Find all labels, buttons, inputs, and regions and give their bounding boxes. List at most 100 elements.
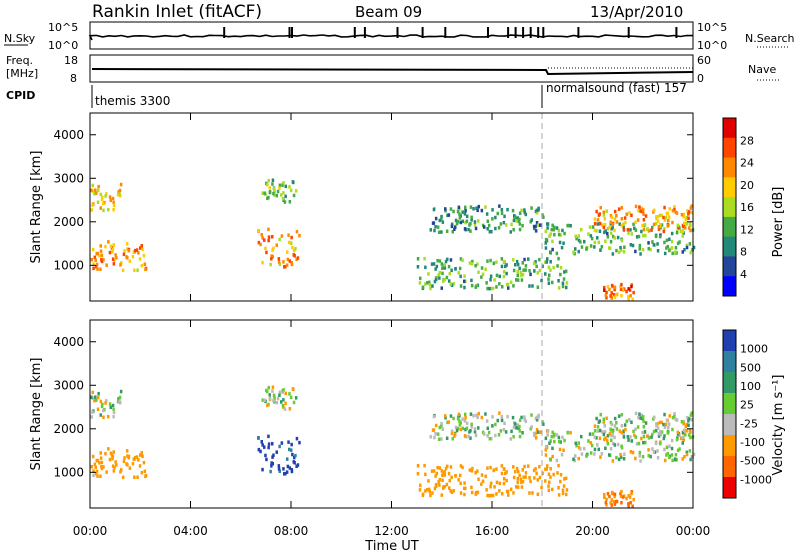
echo-cell [491, 286, 495, 291]
echo-cell [679, 436, 683, 441]
echo-cell [111, 257, 115, 261]
echo-cell [631, 243, 635, 248]
echo-cell [495, 273, 499, 278]
echo-cell [489, 485, 492, 489]
echo-cell [535, 221, 539, 225]
echo-cell [535, 415, 539, 420]
echo-cell [91, 390, 94, 395]
echo-cell [628, 418, 631, 422]
echo-cell [668, 207, 671, 211]
echo-cell [524, 419, 528, 424]
echo-cell [418, 488, 422, 492]
echo-cell [109, 198, 112, 203]
echo-cell [642, 233, 645, 238]
echo-cell [112, 414, 115, 419]
echo-cell [257, 229, 260, 233]
echo-cell [484, 412, 487, 416]
echo-cell [488, 286, 491, 291]
echo-cell [559, 440, 562, 444]
echo-cell [535, 208, 539, 213]
echo-cell [430, 262, 434, 266]
echo-cell [471, 259, 474, 264]
echo-cell [602, 213, 606, 217]
echo-cell [668, 455, 671, 460]
echo-cell [668, 414, 671, 418]
echo-cell [625, 212, 628, 216]
echo-cell [468, 468, 472, 472]
echo-cell [263, 191, 266, 195]
echo-cell [492, 468, 496, 473]
echo-cell [657, 434, 661, 438]
echo-cell [682, 212, 686, 217]
echo-cell [144, 267, 147, 272]
echo-cell [640, 206, 644, 211]
echo-cell [448, 279, 451, 283]
echo-cell [618, 429, 621, 433]
echo-cell [637, 441, 641, 446]
echo-cell [678, 447, 681, 451]
echo-cell [467, 434, 470, 439]
echo-cell [667, 219, 670, 223]
echo-cell [524, 212, 528, 217]
echo-cell [429, 228, 432, 232]
echo-cell [601, 223, 604, 227]
echo-cell [577, 445, 581, 450]
echo-cell [587, 439, 590, 443]
echo-cell [438, 477, 442, 482]
echo-cell [593, 228, 597, 232]
echo-cell [446, 464, 449, 469]
echo-cell [564, 476, 568, 480]
echo-cell [292, 460, 295, 464]
echo-cell [474, 285, 477, 289]
echo-cell [485, 488, 488, 492]
echo-cell [95, 191, 98, 195]
echo-cell [674, 250, 677, 254]
echo-cell [639, 252, 642, 256]
echo-cell [524, 471, 528, 475]
echo-cell [446, 213, 449, 218]
echo-cell [618, 222, 621, 226]
echo-cell [574, 454, 577, 458]
echo-cell [620, 413, 624, 417]
echo-cell [281, 183, 284, 187]
echo-cell [544, 241, 547, 245]
echo-cell [112, 450, 115, 454]
echo-cell [426, 281, 429, 285]
echo-cell [516, 262, 520, 267]
echo-cell [92, 262, 95, 266]
echo-cell [519, 477, 523, 482]
echo-cell [551, 430, 554, 435]
echo-cell [495, 467, 498, 471]
echo-cell [437, 230, 441, 234]
echo-cell [261, 398, 264, 402]
echo-cell [459, 421, 462, 425]
echo-cell [613, 228, 616, 233]
echo-cell [140, 470, 144, 475]
echo-cell [449, 258, 453, 262]
echo-cell [95, 398, 98, 402]
cpid-program-0: themis 3300 [95, 94, 170, 108]
echo-cell [477, 426, 480, 430]
echo-cell [458, 423, 462, 427]
echo-cell [598, 212, 601, 216]
echo-cell [433, 279, 437, 284]
echo-cell [529, 479, 532, 484]
echo-cell [288, 392, 291, 396]
echo-cell [292, 193, 296, 198]
echo-cell [605, 497, 608, 502]
echo-cell [109, 405, 112, 410]
echo-cell [501, 285, 504, 289]
echo-cell [656, 219, 660, 223]
echo-cell [469, 205, 473, 209]
echo-cell [105, 470, 108, 474]
echo-cell [682, 421, 685, 426]
echo-cell [682, 231, 685, 235]
echo-cell [561, 281, 565, 285]
echo-cell [603, 424, 606, 428]
date-title: 13/Apr/2010 [590, 3, 683, 21]
echo-cell [93, 398, 96, 403]
echo-cell [433, 435, 436, 440]
echo-cell [96, 395, 100, 400]
echo-cell [428, 280, 431, 285]
echo-cell [111, 456, 114, 461]
